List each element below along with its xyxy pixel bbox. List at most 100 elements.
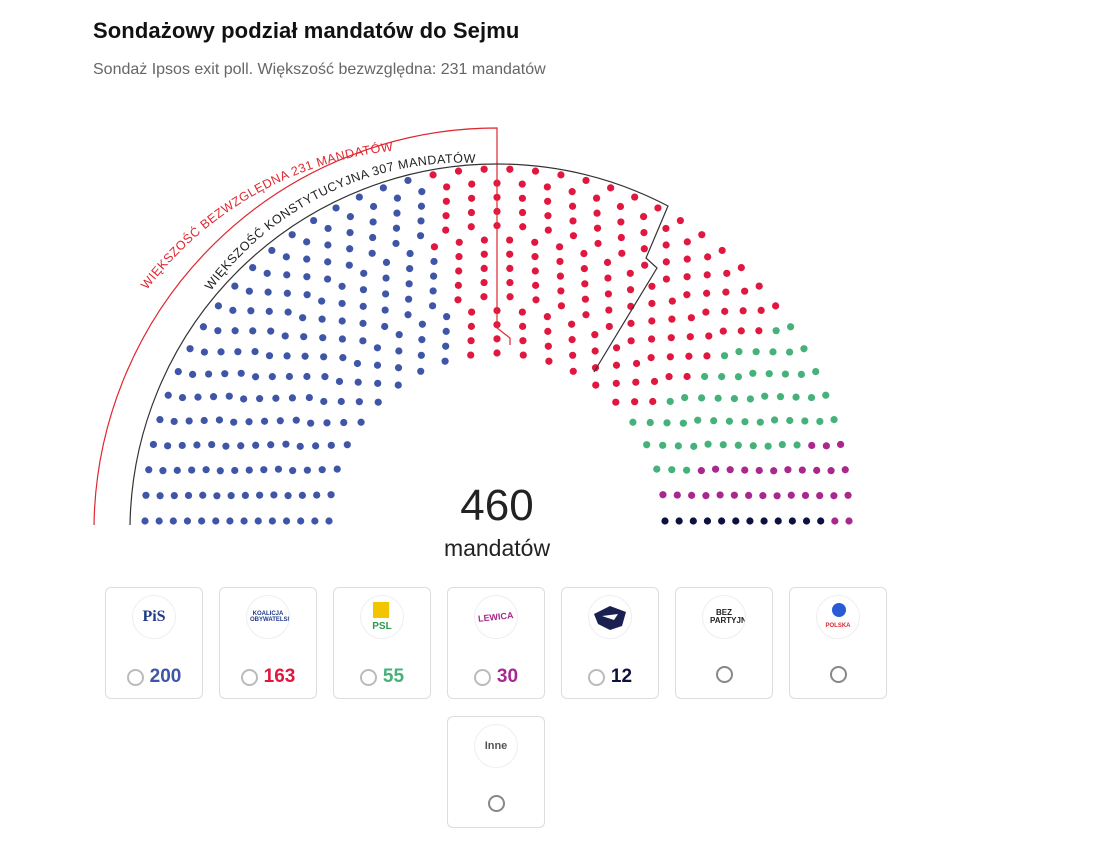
seat-dot: [231, 282, 239, 290]
seat-dot: [640, 228, 648, 237]
seat-dot: [745, 491, 753, 500]
seat-dot: [283, 352, 291, 360]
seat-dot: [741, 287, 749, 295]
select-radio[interactable]: [587, 668, 605, 686]
seat-dot: [221, 370, 229, 378]
seat-dot: [618, 249, 626, 257]
seat-dot: [382, 290, 390, 298]
seat-dot: [417, 351, 425, 359]
seat-dot: [332, 204, 340, 212]
seat-dot: [746, 395, 754, 403]
party-card-bezpartyjni[interactable]: BEZ PARTYJNI: [675, 587, 773, 699]
seat-dot: [569, 232, 578, 240]
seat-dot: [653, 465, 661, 473]
seat-dot: [519, 223, 527, 231]
seat-dot: [442, 327, 450, 335]
constitutional-threshold-line: [129, 163, 669, 526]
seat-dot: [719, 327, 727, 335]
seat-count: 163: [263, 666, 296, 687]
party-card-pis[interactable]: PiS 200: [105, 587, 203, 699]
seat-dot: [417, 217, 425, 225]
seat-dot: [568, 336, 576, 344]
seat-dot: [145, 466, 153, 474]
seat-dot: [288, 394, 297, 402]
seat-dot: [241, 491, 249, 500]
seat-dot: [274, 465, 283, 473]
seat-dot: [303, 255, 311, 263]
seat-dot: [593, 224, 602, 232]
seat-dot: [199, 323, 208, 331]
seat-dot: [429, 171, 437, 179]
seat-dot: [324, 241, 332, 249]
seat-dot: [592, 194, 601, 202]
seat-dot: [718, 373, 726, 381]
select-radio[interactable]: [359, 668, 377, 686]
seat-dot: [340, 418, 348, 427]
seat-dot: [288, 231, 296, 239]
seat-dot: [685, 352, 693, 360]
party-card-lewica[interactable]: LEWICA 30: [447, 587, 545, 699]
seat-dot: [519, 337, 527, 345]
select-radio[interactable]: [715, 666, 733, 683]
seat-dot: [668, 297, 676, 305]
seat-dot: [282, 440, 290, 448]
seat-dot: [455, 267, 463, 275]
select-radio[interactable]: [487, 795, 505, 812]
seat-dot: [318, 466, 326, 474]
seat-dot: [663, 419, 671, 427]
seat-dot: [318, 297, 326, 305]
seat-dot: [292, 416, 300, 424]
seat-dot: [404, 176, 412, 185]
seat-dot: [194, 393, 202, 401]
seat-dot: [643, 441, 651, 449]
seat-dot: [544, 327, 552, 335]
seat-dot: [650, 377, 659, 386]
seat-count: 30: [496, 666, 519, 687]
seat-dot: [769, 348, 777, 356]
seat-dot: [812, 367, 820, 376]
seat-dot: [173, 466, 181, 474]
party-card-psl[interactable]: PSL 55: [333, 587, 431, 699]
seat-dot: [813, 466, 821, 474]
party-card-inne[interactable]: Inne: [447, 716, 545, 828]
seat-dot: [193, 441, 201, 449]
seat-dot: [581, 295, 589, 303]
select-radio[interactable]: [126, 668, 144, 686]
seat-dot: [355, 193, 363, 201]
seat-dot: [605, 306, 613, 314]
seat-dot: [665, 373, 673, 381]
polska-logo: POLSKA: [816, 595, 860, 639]
seat-dot: [251, 373, 260, 381]
select-radio[interactable]: [473, 668, 491, 686]
seat-dot: [741, 466, 749, 474]
seat-dot: [346, 245, 354, 253]
seat-dot: [506, 250, 514, 258]
seat-dot: [443, 183, 451, 191]
party-card-konfederacja[interactable]: 12: [561, 587, 659, 699]
select-radio[interactable]: [240, 668, 258, 686]
select-radio[interactable]: [829, 666, 847, 683]
seat-dot: [247, 307, 255, 315]
seat-dot: [801, 491, 810, 500]
seat-dot: [214, 327, 222, 335]
seat-dot: [749, 369, 757, 377]
total-seats-value: 460: [460, 481, 534, 530]
seat-dot: [301, 352, 309, 360]
party-card-polska[interactable]: POLSKA: [789, 587, 887, 699]
seat-dot: [704, 440, 712, 448]
seat-dot: [506, 293, 514, 301]
seat-dot: [772, 302, 780, 310]
seat-dot: [417, 367, 425, 375]
seat-dot: [170, 417, 178, 426]
seat-dot: [580, 249, 588, 258]
seat-dot: [532, 296, 540, 304]
seat-dot: [268, 246, 276, 255]
party-card-ko[interactable]: KOALICJA OBYWATELSKA 163: [219, 587, 317, 699]
seat-dot: [327, 491, 335, 499]
seat-dot: [711, 465, 720, 473]
seat-dot: [323, 275, 332, 283]
seat-dot: [225, 392, 233, 400]
seat-dot: [544, 226, 552, 234]
seat-dot: [468, 180, 476, 188]
seat-dot: [841, 466, 849, 474]
